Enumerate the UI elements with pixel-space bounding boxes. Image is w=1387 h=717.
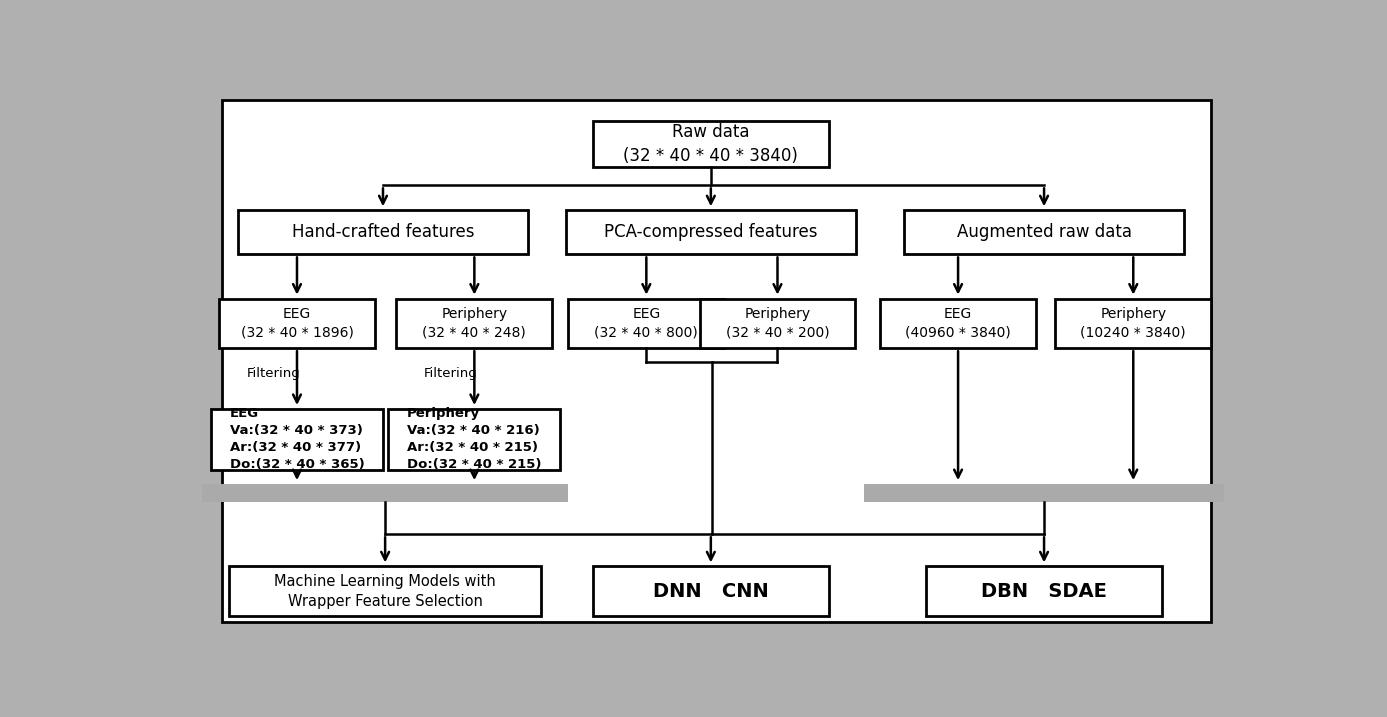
FancyBboxPatch shape — [219, 298, 374, 348]
FancyBboxPatch shape — [592, 120, 829, 168]
Text: Periphery
(32 * 40 * 200): Periphery (32 * 40 * 200) — [725, 308, 829, 340]
FancyBboxPatch shape — [239, 210, 528, 255]
Text: Raw data
(32 * 40 * 40 * 3840): Raw data (32 * 40 * 40 * 3840) — [623, 123, 799, 165]
FancyBboxPatch shape — [566, 210, 856, 255]
Text: EEG
(40960 * 3840): EEG (40960 * 3840) — [906, 308, 1011, 340]
Text: Periphery
(10240 * 3840): Periphery (10240 * 3840) — [1080, 308, 1186, 340]
Text: Filtering: Filtering — [424, 367, 477, 380]
Text: EEG
Va:(32 * 40 * 373)
Ar:(32 * 40 * 377)
Do:(32 * 40 * 365): EEG Va:(32 * 40 * 373) Ar:(32 * 40 * 377… — [230, 407, 365, 471]
Text: Hand-crafted features: Hand-crafted features — [291, 223, 474, 242]
FancyBboxPatch shape — [864, 484, 1225, 502]
Text: PCA-compressed features: PCA-compressed features — [605, 223, 817, 242]
FancyBboxPatch shape — [1056, 298, 1211, 348]
FancyBboxPatch shape — [203, 484, 567, 502]
FancyBboxPatch shape — [397, 298, 552, 348]
FancyBboxPatch shape — [699, 298, 856, 348]
Text: Augmented raw data: Augmented raw data — [957, 223, 1132, 242]
FancyBboxPatch shape — [229, 566, 541, 616]
FancyBboxPatch shape — [881, 298, 1036, 348]
Text: DBN   SDAE: DBN SDAE — [981, 581, 1107, 601]
Text: EEG
(32 * 40 * 1896): EEG (32 * 40 * 1896) — [240, 308, 354, 340]
Text: Filtering: Filtering — [247, 367, 300, 380]
Text: Periphery
Va:(32 * 40 * 216)
Ar:(32 * 40 * 215)
Do:(32 * 40 * 215): Periphery Va:(32 * 40 * 216) Ar:(32 * 40… — [408, 407, 541, 471]
Text: DNN   CNN: DNN CNN — [653, 581, 768, 601]
FancyBboxPatch shape — [222, 100, 1211, 622]
FancyBboxPatch shape — [388, 409, 560, 470]
FancyBboxPatch shape — [927, 566, 1162, 616]
FancyBboxPatch shape — [211, 409, 383, 470]
FancyBboxPatch shape — [592, 566, 829, 616]
Text: EEG
(32 * 40 * 800): EEG (32 * 40 * 800) — [595, 308, 698, 340]
FancyBboxPatch shape — [904, 210, 1184, 255]
FancyBboxPatch shape — [569, 298, 724, 348]
Text: Machine Learning Models with
Wrapper Feature Selection: Machine Learning Models with Wrapper Fea… — [275, 574, 497, 609]
Text: Periphery
(32 * 40 * 248): Periphery (32 * 40 * 248) — [423, 308, 526, 340]
